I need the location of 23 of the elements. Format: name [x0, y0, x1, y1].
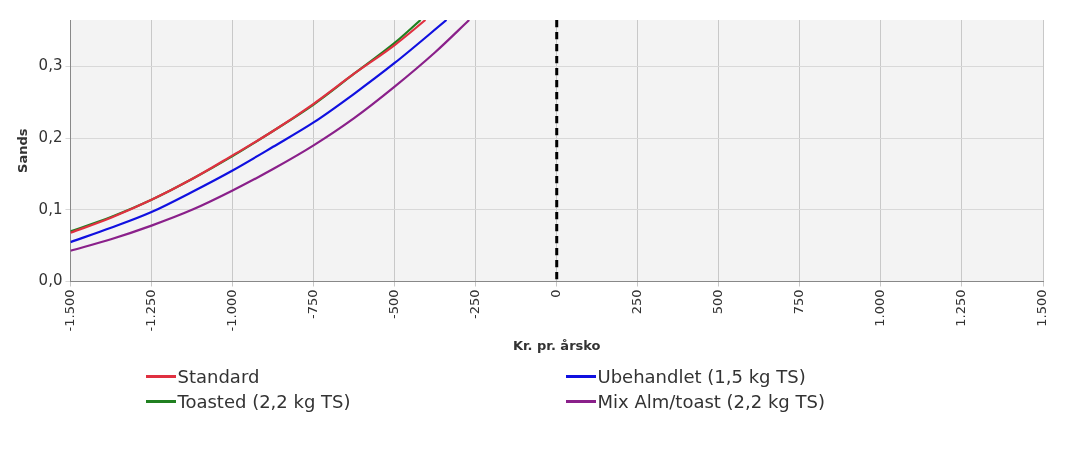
legend-label: Mix Alm/toast (2,2 kg TS) [597, 391, 825, 412]
x-tick-label: 1.000 [872, 289, 888, 327]
x-tick-label: -250 [467, 289, 483, 320]
y-tick-label: 0,3 [38, 56, 63, 75]
legend-label: Toasted (2,2 kg TS) [177, 391, 351, 412]
x-tick-label: 0 [548, 289, 564, 298]
y-axis-title: Sands [15, 128, 31, 173]
x-tick-label: 500 [710, 289, 726, 315]
x-tick-label: -500 [386, 289, 402, 320]
x-tick-label: 1.500 [1034, 289, 1050, 327]
x-tick-label: -1.500 [61, 289, 77, 332]
y-tick-label: 0,1 [38, 199, 63, 218]
y-tick-label: 0,0 [38, 271, 63, 290]
x-axis-title: Kr. pr. årsko [512, 337, 601, 353]
x-tick-label: 250 [629, 289, 645, 315]
x-tick-label: -1.000 [223, 289, 239, 332]
legend-label: Ubehandlet (1,5 kg TS) [597, 366, 806, 387]
x-tick-label: 1.250 [953, 289, 969, 327]
x-tick-label: 750 [791, 289, 807, 315]
x-tick-label: -750 [304, 289, 320, 320]
legend-label: Standard [177, 366, 260, 387]
y-tick-label: 0,2 [38, 128, 63, 147]
x-tick-label: -1.250 [142, 289, 158, 332]
